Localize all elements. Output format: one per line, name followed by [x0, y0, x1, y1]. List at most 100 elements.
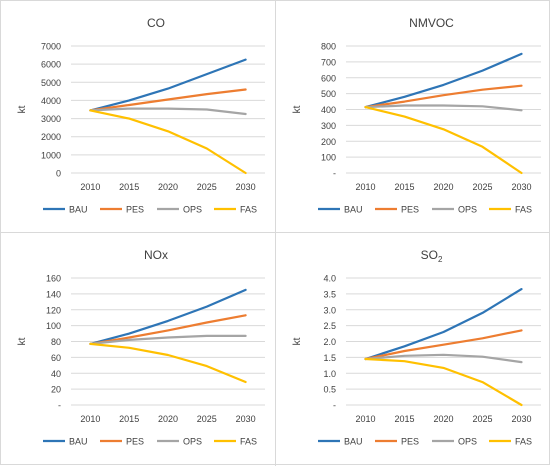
so2-chart-title: SO2 [421, 248, 443, 264]
co-series-line-ops [89, 107, 247, 116]
so2-y-tick-label: 0.5 [323, 385, 336, 395]
nox-y-tick-label: 140 [46, 289, 61, 299]
co-series-line-fas [89, 109, 247, 175]
co-series-line-bau [89, 58, 247, 112]
nmvoc-chart-title: NMVOC [409, 16, 454, 30]
co-y-tick-label: 6000 [41, 60, 61, 70]
nmvoc-series-line-ops [364, 104, 523, 112]
co-chart-svg: CO 0 1000 2000 3000 4000 5000 6000 7000 kt 2010 201… [17, 16, 265, 215]
co-x-tick-label: 2015 [119, 182, 139, 192]
so2-series-line-ops [364, 353, 523, 364]
nmvoc-y-tick-label: 100 [321, 153, 336, 163]
nmvoc-y-tick-label: 400 [321, 105, 336, 115]
nmvoc-y-tick-label: 800 [321, 42, 336, 52]
so2-series-line-fas [364, 357, 523, 407]
so2-legend-label-pes: PES [401, 437, 419, 447]
so2-x-tick-label: 2015 [394, 414, 414, 424]
nmvoc-chart-svg: NMVOC - 100 200 300 400 500 600 700 800 kt 2010 2015… [292, 16, 541, 215]
nox-legend-label-pes: PES [126, 437, 144, 447]
co-x-tick-label: 2025 [197, 182, 217, 192]
nmvoc-legend-label-fas: FAS [515, 205, 532, 215]
nmvoc-legend-label-ops: OPS [458, 205, 477, 215]
nox-x-tick-label: 2020 [158, 414, 178, 424]
so2-legend-label-ops: OPS [458, 437, 477, 447]
nmvoc-y-tick-label: 500 [321, 89, 336, 99]
nox-series-line-fas [89, 342, 247, 384]
so2-x-tick-label: 2020 [433, 414, 453, 424]
co-y-tick-label: 3000 [41, 114, 61, 124]
co-y-tick-label: 7000 [41, 42, 61, 52]
so2-y-tick-label: 4.0 [323, 274, 336, 284]
co-x-tick-label: 2020 [158, 182, 178, 192]
co-legend-label-pes: PES [126, 205, 144, 215]
co-legend-label-bau: BAU [69, 205, 88, 215]
nmvoc-y-tick-label: 600 [321, 73, 336, 83]
nox-x-tick-label: 2030 [236, 414, 256, 424]
co-y-axis-label: kt [17, 105, 28, 113]
co-y-tick-label: 4000 [41, 96, 61, 106]
so2-y-tick-label: 2.0 [323, 337, 336, 347]
nox-chart-panel: NOx - 20 40 60 80 100 120 140 160 kt 2010 2015 2020 20… [1, 233, 276, 466]
nox-series-line-bau [89, 288, 247, 346]
co-y-tick-label: 5000 [41, 78, 61, 88]
so2-series-line-pes [364, 329, 523, 361]
so2-legend-label-bau: BAU [344, 437, 363, 447]
nox-legend-label-fas: FAS [240, 437, 257, 447]
nmvoc-y-tick-label: 300 [321, 121, 336, 131]
co-x-tick-label: 2010 [80, 182, 100, 192]
so2-x-tick-label: 2010 [355, 414, 375, 424]
nox-y-tick-label: 20 [51, 385, 61, 395]
nox-y-tick-label: 80 [51, 337, 61, 347]
nox-y-tick-label: 60 [51, 353, 61, 363]
nmvoc-x-tick-label: 2020 [433, 182, 453, 192]
co-series-line-pes [89, 88, 247, 112]
nmvoc-y-axis-label: kt [292, 105, 303, 113]
co-legend-label-fas: FAS [240, 205, 257, 215]
nox-chart-svg: NOx - 20 40 60 80 100 120 140 160 kt 2010 2015 2020 20… [17, 248, 265, 447]
nox-y-tick-label: - [58, 401, 61, 411]
nmvoc-legend-label-bau: BAU [344, 205, 363, 215]
so2-y-axis-label: kt [292, 337, 303, 345]
co-chart-title: CO [147, 16, 165, 30]
nmvoc-series-line-bau [364, 52, 523, 109]
nmvoc-x-tick-label: 2010 [355, 182, 375, 192]
nmvoc-x-tick-label: 2015 [394, 182, 414, 192]
nox-series-line-pes [89, 314, 247, 346]
so2-y-tick-label: 1.0 [323, 369, 336, 379]
nox-y-axis-label: kt [17, 337, 28, 345]
nox-y-tick-label: 160 [46, 274, 61, 284]
nox-legend-label-bau: BAU [69, 437, 88, 447]
nox-y-tick-label: 120 [46, 305, 61, 315]
nox-chart-title: NOx [144, 248, 168, 262]
nmvoc-legend-label-pes: PES [401, 205, 419, 215]
so2-series-line-bau [364, 287, 523, 361]
so2-y-tick-label: 2.5 [323, 321, 336, 331]
so2-y-tick-label: 3.5 [323, 289, 336, 299]
nmvoc-y-tick-label: - [333, 169, 336, 179]
so2-chart-panel: SO2 - 0.5 1.0 1.5 2.0 2.5 3.0 3.5 4.0 kt 2010 2015 20… [276, 233, 550, 466]
nmvoc-y-tick-label: 200 [321, 137, 336, 147]
so2-y-tick-label: 1.5 [323, 353, 336, 363]
nox-y-tick-label: 100 [46, 321, 61, 331]
co-legend-label-ops: OPS [183, 205, 202, 215]
nmvoc-y-tick-label: 700 [321, 57, 336, 67]
nox-series-line-ops [89, 334, 247, 346]
nmvoc-series-line-fas [364, 105, 523, 175]
so2-y-tick-label: - [333, 401, 336, 411]
nox-x-tick-label: 2010 [80, 414, 100, 424]
so2-y-tick-label: 3.0 [323, 305, 336, 315]
nox-legend-label-ops: OPS [183, 437, 202, 447]
co-y-tick-label: 0 [56, 169, 61, 179]
co-x-tick-label: 2030 [236, 182, 256, 192]
nmvoc-x-tick-label: 2025 [472, 182, 492, 192]
co-chart-panel: CO 0 1000 2000 3000 4000 5000 6000 7000 kt 2010 201… [1, 1, 276, 233]
so2-legend-label-fas: FAS [515, 437, 532, 447]
co-y-tick-label: 1000 [41, 150, 61, 160]
so2-x-tick-label: 2030 [511, 414, 531, 424]
so2-x-tick-label: 2025 [472, 414, 492, 424]
co-y-tick-label: 2000 [41, 132, 61, 142]
so2-chart-svg: SO2 - 0.5 1.0 1.5 2.0 2.5 3.0 3.5 4.0 kt 2010 2015 20… [292, 248, 541, 447]
nmvoc-series-line-pes [364, 84, 523, 109]
nmvoc-x-tick-label: 2030 [511, 182, 531, 192]
